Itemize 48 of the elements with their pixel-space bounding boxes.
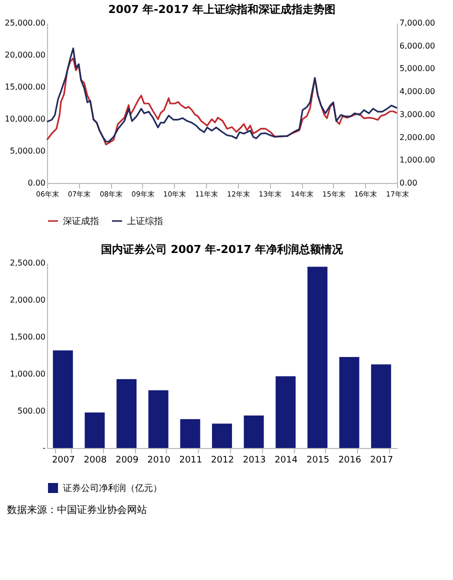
x-tick-label: 2007 <box>52 456 75 466</box>
bar <box>52 350 73 448</box>
x-tick-label: 2008 <box>84 456 107 466</box>
x-tick-label: 2013 <box>242 456 266 466</box>
y2-tick-label: 3,000.00 <box>400 110 436 119</box>
y-tick-label: 500.00 <box>18 406 46 416</box>
y-tick-label: 25,000.00 <box>4 18 46 28</box>
y-tick-label: 1,000.00 <box>10 370 46 378</box>
x-tick-label: 2012 <box>211 456 234 466</box>
bar <box>244 415 264 448</box>
bar <box>116 379 137 448</box>
bar <box>84 412 105 448</box>
bar <box>148 390 168 448</box>
y2-tick-label: 7,000.00 <box>400 18 436 28</box>
y2-tick-label: 4,000.00 <box>400 87 436 96</box>
bar <box>276 376 296 448</box>
x-tick-label: 2010 <box>147 456 171 466</box>
y-tick-label: 0.00 <box>28 178 46 188</box>
y2-tick-label: 2,000.00 <box>400 132 436 142</box>
y-tick-label: 15,000.00 <box>4 82 46 92</box>
chart-title: 2007 年-2017 年上证综指和深证成指走势图 <box>108 3 336 16</box>
bar <box>180 419 200 448</box>
x-tick-label: 2014 <box>274 456 298 466</box>
y-tick-label: 2,500.00 <box>10 258 46 268</box>
x-tick-label: 2015 <box>306 456 330 466</box>
x-tick-label: 2009 <box>116 456 139 466</box>
y2-tick-label: 0.00 <box>400 178 418 188</box>
x-tick-label: 2017 <box>370 456 394 466</box>
y-tick-label: 20,000.00 <box>4 50 46 60</box>
bar <box>307 266 328 448</box>
legend-label: 上证综指 <box>127 216 163 227</box>
y-tick-label: 5,000.00 <box>10 146 46 156</box>
y2-tick-label: 6,000.00 <box>400 41 436 50</box>
y2-tick-label: 5,000.00 <box>400 64 436 74</box>
bar <box>212 424 232 448</box>
y2-tick-label: 1,000.00 <box>400 156 436 165</box>
legend-label: 证券公司净利润（亿元） <box>63 483 162 494</box>
x-tick-label: 2011 <box>179 456 202 466</box>
y-tick-label: 1,500.00 <box>10 332 46 342</box>
y-tick-label: - <box>42 444 46 452</box>
y-tick-label: 10,000.00 <box>4 114 46 124</box>
bar <box>339 356 360 448</box>
x-tick-label: 2016 <box>338 456 362 466</box>
bar <box>371 364 392 448</box>
y-tick-label: 2,000.00 <box>10 296 46 304</box>
legend-label: 深证成指 <box>63 216 99 227</box>
source-note: 数据来源：中国证券业协会网站 <box>7 504 147 516</box>
chart-title: 国内证券公司 2007 年-2017 年净利润总额情况 <box>100 243 344 256</box>
